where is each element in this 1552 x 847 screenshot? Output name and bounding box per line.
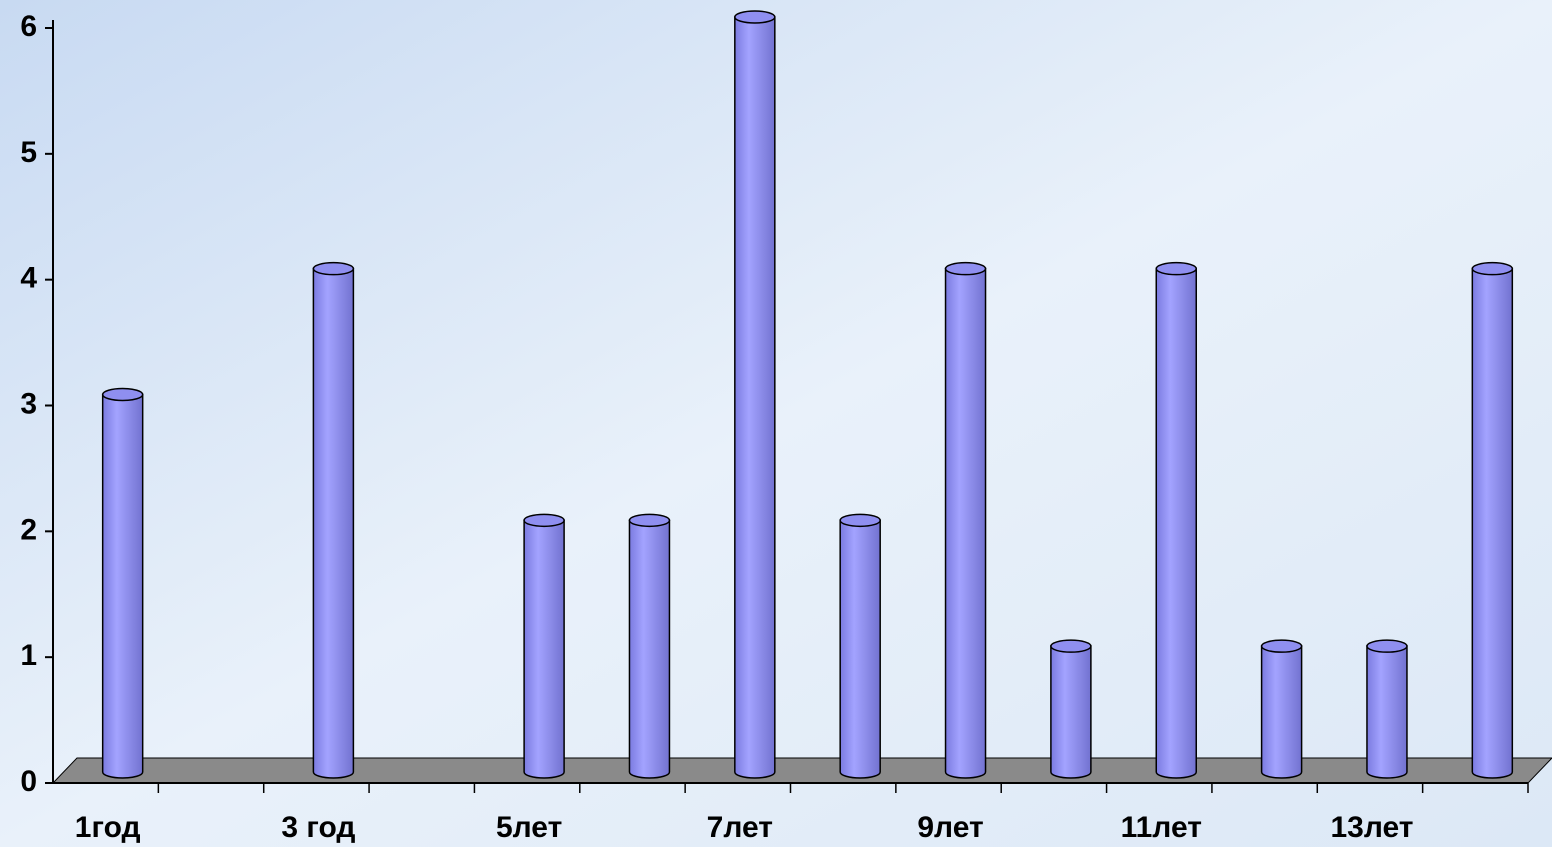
- bar-body: [1050, 645, 1092, 779]
- bar-body: [1366, 645, 1408, 779]
- bar-body: [944, 267, 987, 779]
- bar: [523, 513, 565, 779]
- bar-body: [101, 393, 144, 779]
- bar: [1260, 639, 1303, 779]
- floor: [51, 757, 1552, 784]
- bar-top: [1366, 639, 1408, 653]
- bar: [101, 387, 144, 779]
- bar-body: [1471, 267, 1514, 779]
- bar-body: [1155, 267, 1197, 779]
- bar: [944, 261, 987, 779]
- bar-body: [312, 267, 355, 779]
- bar-body: [839, 519, 881, 779]
- bar-top: [839, 513, 881, 528]
- bar: [1471, 261, 1514, 779]
- bar: [839, 513, 881, 779]
- bar-top: [944, 261, 987, 276]
- x-tick-label: 11лет: [1121, 811, 1202, 844]
- y-tick-label: 2: [20, 513, 37, 546]
- y-tick-label: 0: [20, 765, 37, 798]
- bar: [1366, 639, 1408, 779]
- y-tick-label: 6: [20, 10, 37, 43]
- x-tick-label: 5лет: [496, 811, 562, 844]
- bar-top: [1155, 261, 1197, 276]
- bar-body: [1260, 645, 1303, 779]
- x-tick-label: 7лет: [707, 811, 773, 844]
- bar-body: [734, 16, 776, 779]
- x-tick-label: 9лет: [917, 811, 983, 844]
- x-tick-label: 13лет: [1330, 811, 1413, 844]
- bar: [1050, 639, 1092, 779]
- bar: [628, 513, 671, 779]
- bar: [312, 261, 355, 779]
- y-tick-label: 5: [20, 136, 37, 169]
- bar-top: [101, 387, 144, 402]
- bar: [1155, 261, 1197, 779]
- bar: [734, 10, 776, 779]
- bar-body: [628, 519, 671, 779]
- x-tick-label: 1год: [75, 811, 141, 844]
- bar-top: [1260, 639, 1303, 653]
- y-tick-label: 3: [20, 387, 37, 420]
- bar-top: [1050, 639, 1092, 653]
- bar-top: [628, 513, 671, 528]
- bar-top: [312, 261, 355, 276]
- bar-body: [523, 519, 565, 779]
- y-tick-label: 4: [20, 262, 37, 295]
- bar-top: [734, 10, 776, 24]
- y-tick-label: 1: [20, 639, 37, 672]
- bar-top: [523, 513, 565, 528]
- bar-top: [1471, 261, 1514, 276]
- x-tick-label: 3 год: [281, 811, 355, 844]
